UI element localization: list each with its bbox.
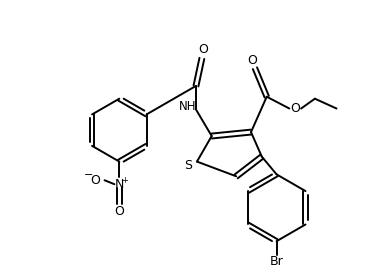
Text: NH: NH: [179, 100, 197, 113]
Text: Br: Br: [270, 255, 284, 268]
Text: O: O: [247, 54, 257, 67]
Text: S: S: [184, 159, 192, 172]
Text: O: O: [90, 174, 100, 187]
Text: +: +: [121, 176, 128, 185]
Text: O: O: [198, 43, 208, 56]
Text: N: N: [115, 178, 124, 191]
Text: O: O: [290, 102, 300, 115]
Text: −: −: [84, 170, 93, 180]
Text: O: O: [114, 205, 124, 218]
